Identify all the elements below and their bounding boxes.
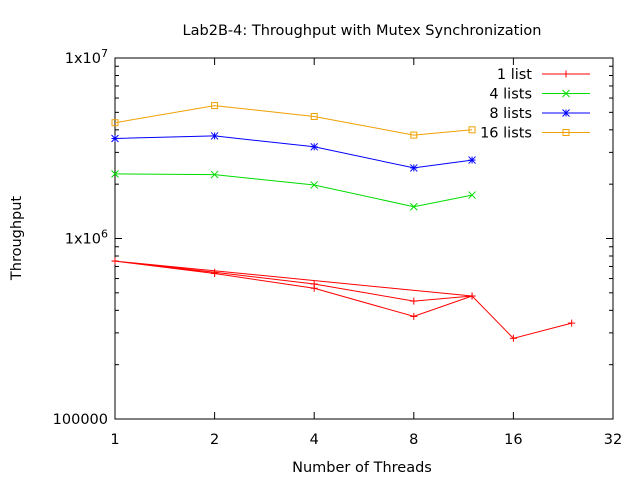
data-point (210, 132, 219, 140)
chart-title: Lab2B-4: Throughput with Mutex Synchroni… (183, 23, 542, 39)
data-point (111, 170, 119, 178)
data-point (310, 113, 318, 121)
data-point (111, 257, 119, 265)
x-tick-label: 16 (504, 432, 522, 448)
legend-marker (562, 109, 570, 117)
data-point (410, 131, 418, 139)
data-point (410, 312, 418, 320)
series-16-lists (111, 102, 476, 139)
plot-frame (114, 57, 614, 420)
y-axis-label: Throughput (9, 196, 25, 282)
data-point (310, 142, 319, 151)
series-8-lists (111, 132, 476, 172)
data-point (409, 164, 418, 172)
x-tick-label: 2 (210, 432, 219, 448)
legend-marker (562, 70, 570, 78)
x-tick-label: 4 (310, 432, 319, 448)
legend-label: 1 list (497, 67, 532, 83)
data-point (509, 334, 517, 342)
data-point (409, 202, 418, 211)
data-point (211, 102, 219, 110)
series-line (114, 173, 473, 208)
data-point (111, 119, 119, 127)
x-tick-label: 1 (110, 432, 119, 448)
series-4-lists (111, 170, 476, 211)
data-point (468, 292, 476, 300)
y-tick-label: 1x107 (65, 47, 108, 67)
data-point (568, 319, 576, 327)
series-line (114, 105, 473, 136)
legend-marker (562, 89, 570, 98)
legend-label: 8 lists (489, 106, 532, 122)
y-tick-label: 100000 (53, 412, 108, 428)
data-point (210, 170, 219, 179)
x-tick-label: 8 (409, 432, 418, 448)
axis-ticks: 1 2 4 8 16 32 100000 1x106 1x107 (53, 47, 623, 448)
data-point (468, 156, 476, 164)
data-point (211, 268, 219, 276)
series-1-list (111, 257, 576, 342)
series-line (114, 260, 572, 339)
legend: 1 list 4 lists 8 lists 16 lists (480, 67, 590, 142)
x-axis-label: Number of Threads (292, 460, 432, 476)
data-point (468, 126, 476, 134)
legend-label: 16 lists (480, 126, 532, 142)
y-tick-label: 1x106 (65, 228, 108, 248)
series-line (114, 135, 473, 169)
legend-marker (562, 129, 570, 136)
legend-label: 4 lists (489, 87, 532, 103)
data-point (310, 280, 318, 288)
data-point (410, 297, 418, 305)
x-tick-label: 32 (604, 432, 622, 448)
data-point (468, 191, 476, 199)
data-point (310, 181, 319, 189)
data-point (111, 134, 119, 143)
series-group (111, 102, 576, 342)
